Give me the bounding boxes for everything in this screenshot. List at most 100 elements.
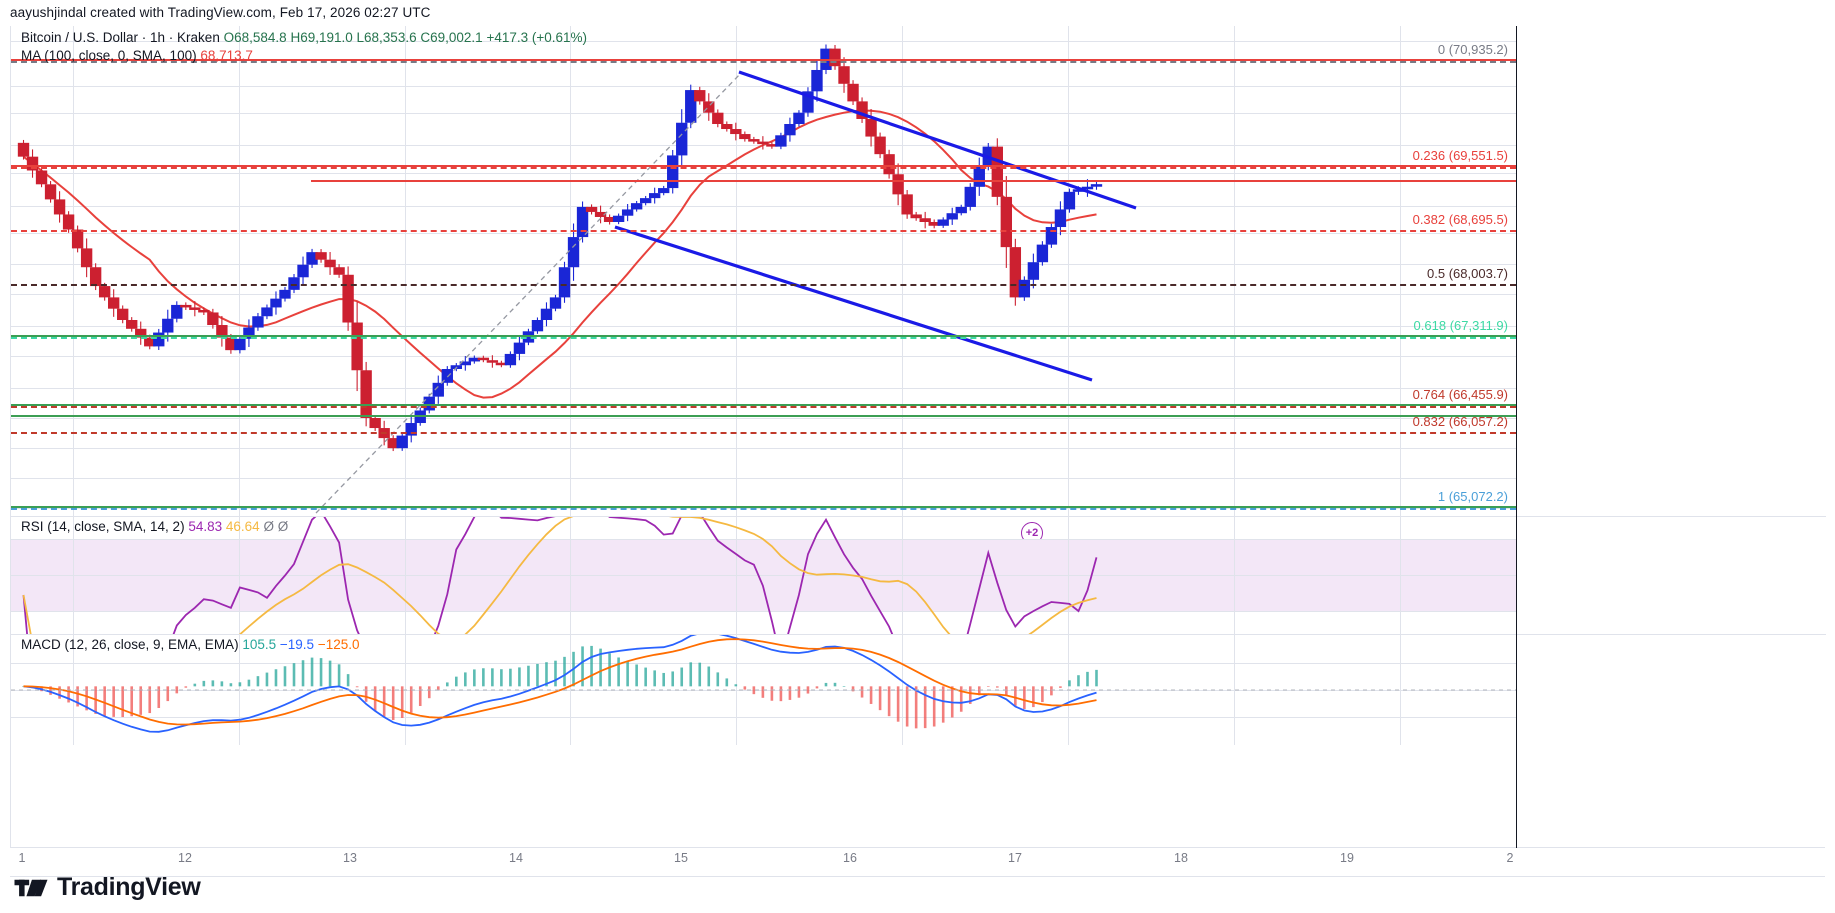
pane-separator-macd	[11, 634, 1826, 635]
grid-line-v	[570, 26, 571, 516]
ohlc-low: 68,353.6	[364, 30, 417, 45]
fib-level-label: 0 (70,935.2)	[1437, 42, 1508, 57]
fib-level-label: 0.764 (66,455.9)	[1412, 387, 1508, 402]
fib-level-label: 0.832 (66,057.2)	[1412, 414, 1508, 429]
grid-line-h	[11, 264, 1516, 265]
grid-line-v	[570, 635, 571, 745]
grid-line-h	[11, 41, 1516, 42]
symbol-title: Bitcoin / U.S. Dollar · 1h · Kraken	[21, 30, 220, 45]
fib-line-dashed	[11, 406, 1516, 408]
rsi-legend[interactable]: RSI (14, close, SMA, 14, 2) 54.83 46.64 …	[21, 519, 288, 535]
grid-line-h	[11, 611, 1516, 612]
fib-level-label: 0.236 (69,551.5)	[1412, 148, 1508, 163]
grid-line-v	[405, 635, 406, 745]
rsi-ma-value: 46.64	[225, 519, 260, 534]
time-axis[interactable]: 1 12 13 14 15 16 17 18 19 2	[10, 849, 1825, 877]
tradingview-logo[interactable]: TradingView	[14, 873, 201, 902]
grid-line-h	[11, 418, 1516, 419]
fib-line-dashed	[11, 432, 1516, 434]
support-66436[interactable]	[11, 415, 1516, 417]
fib-level-label: 1 (65,072.2)	[1437, 489, 1508, 504]
fib-level-label: 0.5 (68,003.7)	[1427, 266, 1508, 281]
ohlc-change: +417.3 (+0.61%)	[486, 30, 588, 45]
fib-line-dashed	[11, 61, 1516, 63]
fib-line-solid	[11, 506, 1516, 508]
pane-separator-rsi	[11, 516, 1826, 517]
grid-line-v	[1234, 517, 1235, 634]
resistance-69525[interactable]	[311, 180, 1516, 182]
fib-line-dashed	[11, 284, 1516, 286]
time-axis-tick: 16	[843, 851, 857, 865]
grid-line-h	[11, 86, 1516, 87]
grid-line-h	[11, 206, 1516, 207]
price-plot	[17, 44, 1137, 514]
ohlc-high: 69,191.0	[300, 30, 353, 45]
macd-label: MACD (12, 26, close, 9, EMA, EMA)	[21, 637, 239, 652]
grid-line-v	[1234, 26, 1235, 516]
grid-line-v	[239, 26, 240, 516]
grid-line-v	[736, 26, 737, 516]
symbol-legend[interactable]: Bitcoin / U.S. Dollar · 1h · Kraken O 68,…	[21, 30, 587, 46]
fib-line-solid	[11, 165, 1516, 167]
fib-line-dashed	[11, 337, 1516, 339]
grid-line-v	[73, 26, 74, 516]
time-axis-tick: 19	[1340, 851, 1354, 865]
rsi-value: 54.83	[188, 519, 223, 534]
grid-line-v	[1400, 26, 1401, 516]
price-pane[interactable]: 0 (70,935.2) 0.236 (69,551.5) 0.382 (68,69…	[11, 26, 1516, 544]
rsi-extra-2: Ø	[277, 519, 289, 534]
grid-line-h	[11, 575, 1516, 576]
time-axis-tick: 2	[1506, 851, 1514, 865]
macd-signal-value: −125.0	[317, 637, 360, 652]
grid-line-h	[11, 539, 1516, 540]
ma-value: 68,713.7	[200, 48, 253, 63]
grid-line-v	[1400, 517, 1401, 634]
grid-line-h	[11, 145, 1516, 146]
price-axis-divider	[1516, 26, 1517, 848]
grid-line-v	[1068, 517, 1069, 634]
grid-line-h	[11, 294, 1516, 295]
fib-line-dashed	[11, 167, 1516, 169]
rsi-pane[interactable]: RSI (14, close, SMA, 14, 2) 54.83 46.64 …	[11, 517, 1516, 634]
ohlc-open-label: O	[223, 30, 235, 45]
grid-line-v	[902, 635, 903, 745]
fib-level-label: 0.382 (68,695.5)	[1412, 212, 1508, 227]
ma-legend[interactable]: MA (100, close, 0, SMA, 100) 68,713.7	[21, 48, 253, 64]
grid-line-v	[570, 517, 571, 634]
time-axis-tick: 1	[18, 851, 26, 865]
grid-line-v	[902, 26, 903, 516]
tradingview-mark-icon	[14, 879, 48, 896]
grid-line-h	[11, 717, 1516, 718]
ohlc-high-label: H	[290, 30, 301, 45]
grid-line-v	[736, 635, 737, 745]
time-axis-rule	[10, 876, 1825, 877]
grid-line-h	[11, 448, 1516, 449]
grid-line-v	[1068, 635, 1069, 745]
rsi-extra-1: Ø	[263, 519, 274, 534]
grid-line-h	[11, 326, 1516, 327]
grid-line-h	[11, 356, 1516, 357]
macd-legend[interactable]: MACD (12, 26, close, 9, EMA, EMA) 105.5 …	[21, 637, 360, 653]
price-axis[interactable]: USD 70,800.070,400.070,000.069,600.069,2…	[1516, 26, 1826, 848]
grid-line-h	[11, 478, 1516, 479]
time-axis-tick: 17	[1008, 851, 1022, 865]
macd-pane[interactable]: MACD (12, 26, close, 9, EMA, EMA) 105.5 …	[11, 635, 1516, 745]
grid-line-h	[11, 233, 1516, 234]
fib-line-solid	[11, 335, 1516, 337]
time-axis-tick: 18	[1174, 851, 1188, 865]
ma-label: MA (100, close, 0, SMA, 100)	[21, 48, 197, 63]
grid-line-h	[11, 173, 1516, 174]
time-axis-tick: 15	[674, 851, 688, 865]
grid-line-v	[405, 26, 406, 516]
grid-line-h	[11, 690, 1516, 691]
chart-frame: 0 (70,935.2) 0.236 (69,551.5) 0.382 (68,69…	[10, 26, 1826, 848]
ohlc-close: 69,002.1	[430, 30, 483, 45]
ohlc-low-label: L	[356, 30, 365, 45]
time-axis-tick: 12	[178, 851, 192, 865]
grid-line-h	[11, 663, 1516, 664]
time-axis-tick: 14	[509, 851, 523, 865]
grid-line-v	[902, 517, 903, 634]
fib-level-label: 0.618 (67,311.9)	[1413, 318, 1508, 333]
macd-hist-value: 105.5	[242, 637, 277, 652]
